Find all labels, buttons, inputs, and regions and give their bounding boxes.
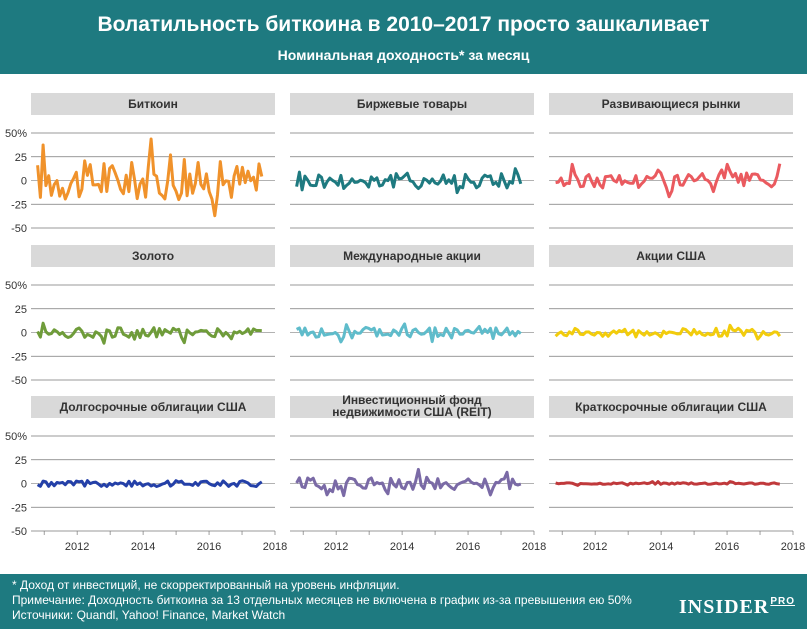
panel-title: Международные акции (343, 249, 481, 263)
x-tick-label: 2012 (65, 541, 89, 553)
y-tick-label: -25 (11, 502, 27, 514)
chart-panel: Акции США (549, 245, 793, 381)
x-tick-label: 2014 (131, 541, 155, 553)
x-tick-label: 2014 (390, 541, 414, 553)
y-tick-label: 0 (21, 328, 27, 340)
logo-suffix: PRO (770, 596, 795, 607)
header: Волатильность биткоина в 2010–2017 прост… (0, 0, 807, 74)
panel-label-bg (290, 396, 534, 418)
y-tick-label: 50% (5, 431, 27, 443)
series-line (554, 323, 782, 341)
x-tick-label: 2018 (522, 541, 546, 553)
series-line (36, 321, 262, 345)
series-line (36, 479, 263, 488)
panel-label-bg (31, 396, 275, 418)
panel-title: Развивающиеся рынки (602, 97, 741, 111)
y-tick-label: 50% (5, 280, 27, 292)
series-line (295, 467, 522, 498)
y-tick-label: 25 (15, 304, 27, 316)
y-tick-label: 50% (5, 128, 27, 140)
series-line (555, 162, 782, 199)
y-tick-label: -25 (11, 199, 27, 211)
chart-panel: Международные акции (290, 245, 534, 381)
chart-title: Волатильность биткоина в 2010–2017 прост… (97, 13, 710, 36)
y-tick-label: -50 (11, 526, 27, 538)
footnote-sources: Источники: Quandl, Yahoo! Finance, Marke… (12, 608, 286, 622)
chart-panel: Краткосрочные облигации США 2012 2014 2016 2… (549, 396, 805, 553)
panel-label-bg (290, 245, 534, 267)
footer: * Доход от инвестиций, не скорректирован… (0, 574, 807, 629)
panel-title-line: недвижимости США (REIT) (332, 405, 491, 419)
y-tick-label: 0 (21, 479, 27, 491)
series-line (295, 167, 523, 195)
panel-title: Долгосрочные облигации США (60, 400, 247, 414)
x-tick-label: 2018 (781, 541, 805, 553)
x-tick-label: 2014 (649, 541, 673, 553)
y-tick-label: 0 (21, 176, 27, 188)
chart-panel: Биткоин 50% 25 0 -25 -50 (5, 93, 275, 235)
panel-title: Акции США (636, 249, 706, 263)
y-tick-label: -50 (11, 223, 27, 235)
chart-panel: Золото 50% 25 0 -25 -50 (5, 245, 275, 387)
chart-panel: Биржевые товары (290, 93, 534, 229)
small-multiples-grid: Биткоин 50% 25 0 -25 -50 Биржевые товары Развив… (5, 93, 805, 553)
x-tick-label: 2016 (456, 541, 480, 553)
y-tick-label: 25 (15, 455, 27, 467)
x-tick-label: 2016 (197, 541, 221, 553)
series-line (555, 480, 780, 487)
chart-panel: Долгосрочные облигации США 50% 25 0 -25 -50 20… (5, 396, 287, 553)
x-tick-label: 2012 (324, 541, 348, 553)
panel-label-bg (549, 396, 793, 418)
y-tick-label: -50 (11, 375, 27, 387)
logo-text: INSIDER (678, 596, 770, 618)
chart-panel: Развивающиеся рынки (549, 93, 793, 229)
panel-label-bg (31, 93, 275, 115)
x-tick-label: 2012 (583, 541, 607, 553)
series-line (36, 137, 264, 218)
panel-label-bg (549, 93, 793, 115)
insider-pro-logo: INSIDERPRO (679, 596, 795, 619)
panel-label-bg (31, 245, 275, 267)
panel-title: Золото (132, 249, 174, 263)
x-tick-label: 2016 (715, 541, 739, 553)
series-line (295, 322, 522, 344)
y-tick-label: -25 (11, 351, 27, 363)
panel-label-bg (290, 93, 534, 115)
footnote-definition: * Доход от инвестиций, не скорректирован… (12, 578, 400, 592)
x-tick-label: 2018 (263, 541, 287, 553)
footnote-note: Примечание: Доходность биткоина за 13 от… (12, 593, 632, 607)
panel-title: Биржевые товары (357, 97, 467, 111)
panel-label-bg (549, 245, 793, 267)
y-tick-label: 25 (15, 152, 27, 164)
chart-subtitle: Номинальная доходность* за месяц (277, 47, 530, 63)
panel-title: Краткосрочные облигации США (575, 400, 767, 414)
panel-title: Биткоин (128, 97, 178, 111)
panel-title-line: Инвестиционный фонд (342, 393, 482, 407)
